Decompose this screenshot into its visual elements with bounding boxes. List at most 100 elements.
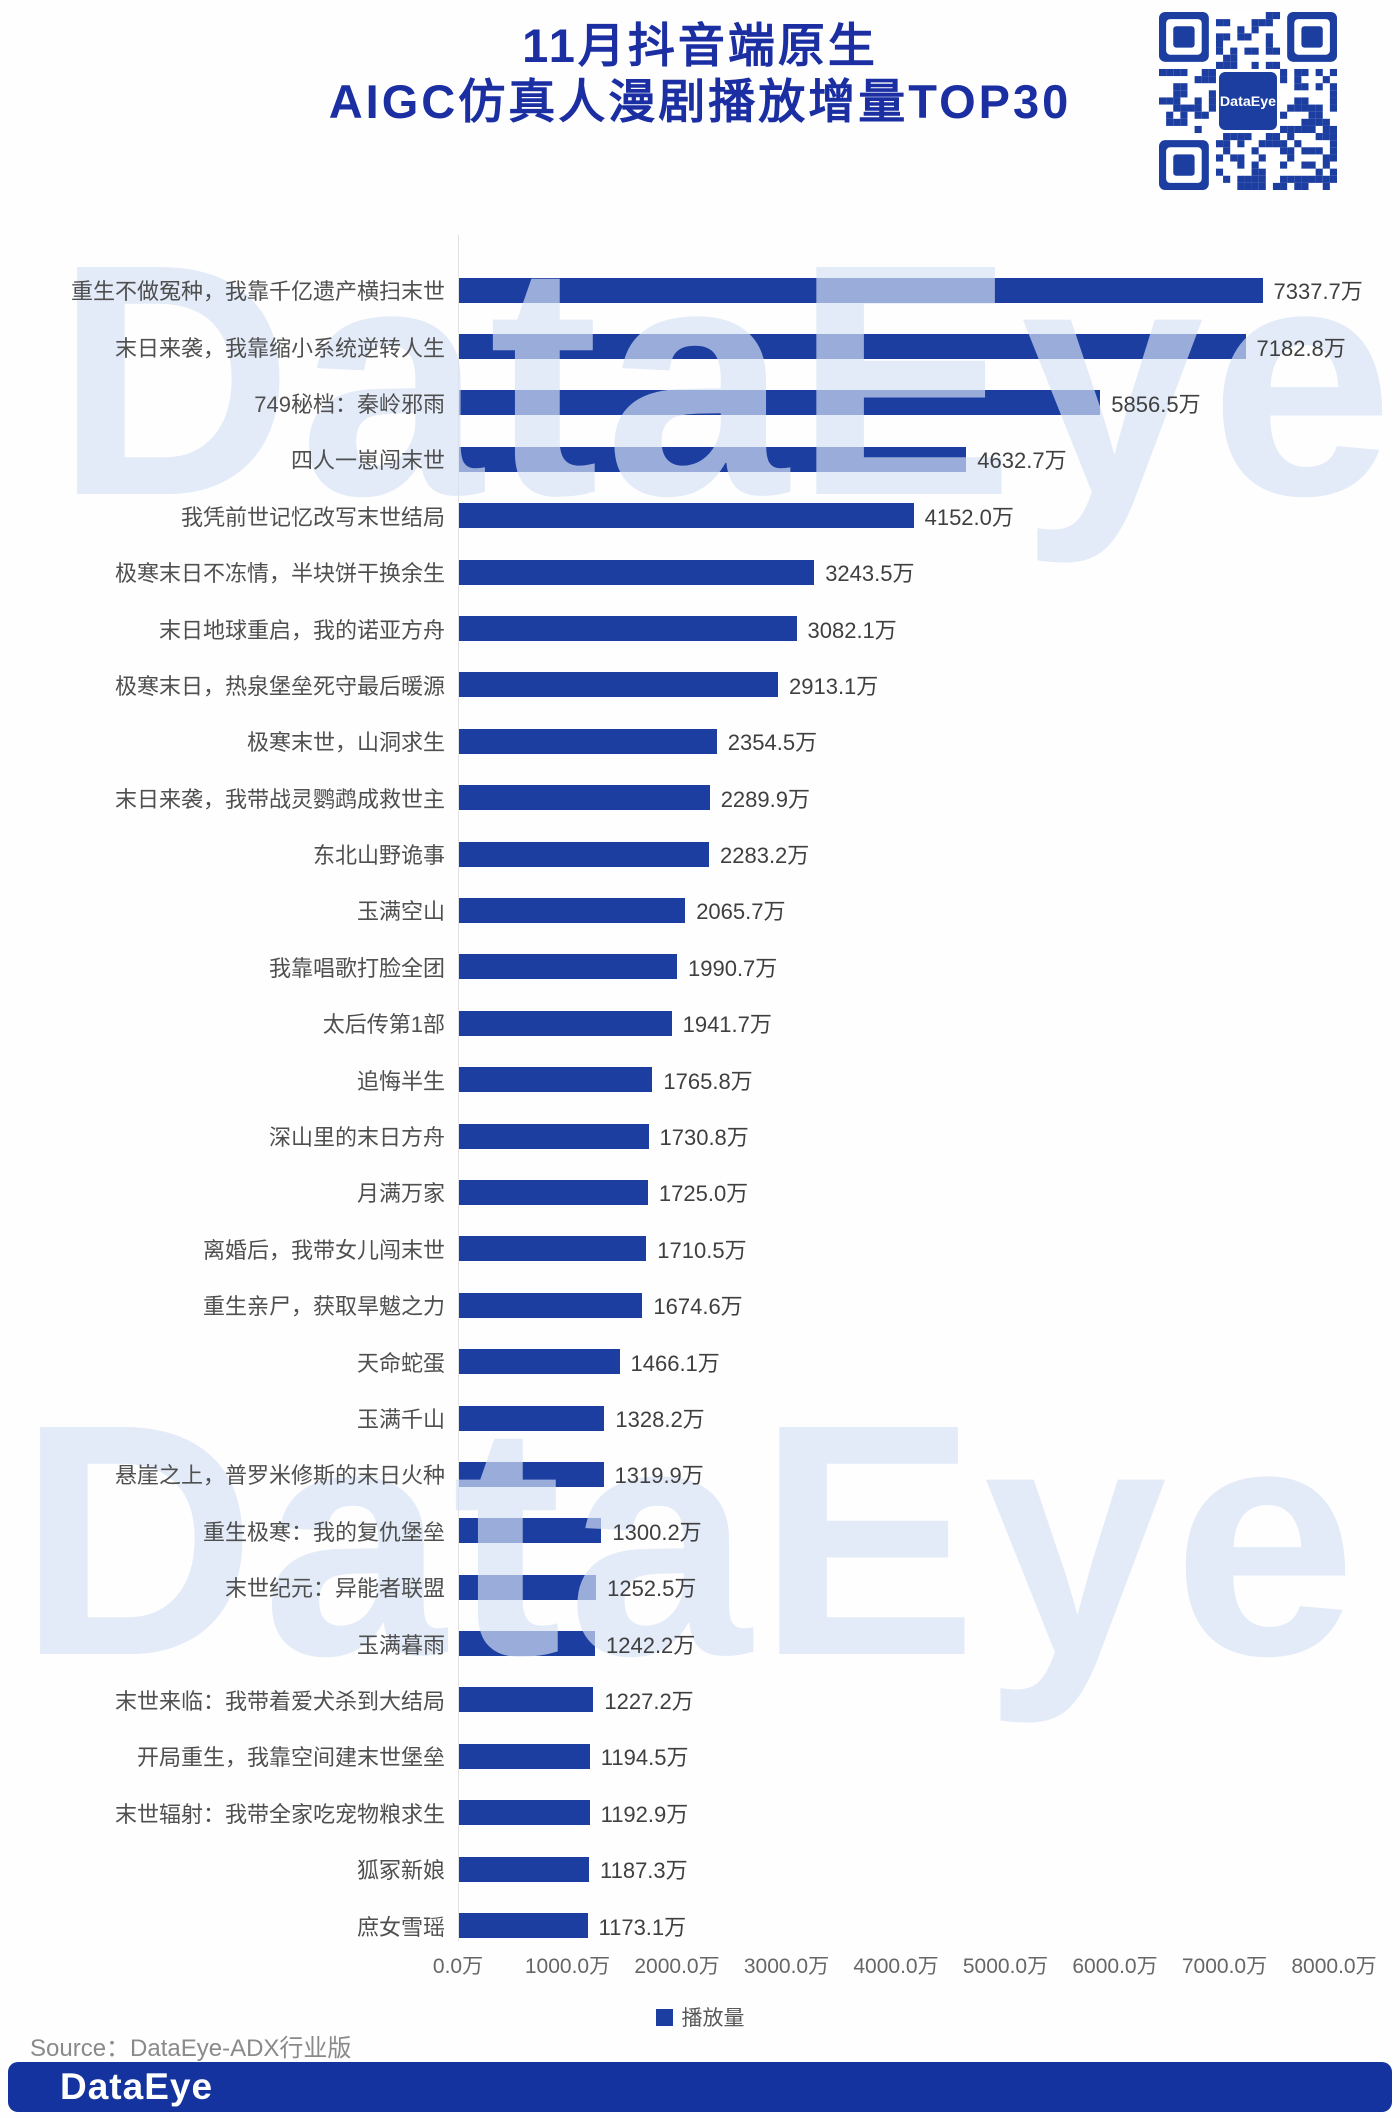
bar xyxy=(459,1067,653,1093)
bar-row: 玉满暮雨 1242.2万 xyxy=(0,1615,1400,1671)
bar-row: 深山里的末日方舟 1730.8万 xyxy=(0,1108,1400,1164)
bar xyxy=(459,1856,589,1882)
bar-track: 1173.1万 xyxy=(459,1897,1400,1953)
bar-row: 极寒末日不冻情，半块饼干换余生 3243.5万 xyxy=(0,544,1400,600)
category-label: 玉满暮雨 xyxy=(356,1632,445,1658)
x-axis-tick: 4000.0万 xyxy=(853,1955,939,1978)
bar xyxy=(459,334,1246,360)
value-label: 2065.7万 xyxy=(696,899,786,925)
bar-row: 东北山野诡事 2283.2万 xyxy=(0,826,1400,882)
value-label: 1730.8万 xyxy=(659,1125,749,1151)
category-label: 离婚后，我带女儿闯末世 xyxy=(202,1237,445,1263)
value-label: 3082.1万 xyxy=(807,617,897,643)
bar-row: 749秘档：秦岭邪雨 5856.5万 xyxy=(0,375,1400,431)
x-axis-tick: 8000.0万 xyxy=(1291,1955,1377,1978)
bar xyxy=(459,616,797,642)
category-label: 悬崖之上，普罗米修斯的末日火种 xyxy=(114,1463,445,1489)
value-label: 7182.8万 xyxy=(1256,335,1346,361)
bar-row: 狐冢新娘 1187.3万 xyxy=(0,1841,1400,1897)
x-axis-tick: 7000.0万 xyxy=(1181,1955,1268,1978)
bar-track: 2913.1万 xyxy=(459,657,1400,713)
bar-track: 1990.7万 xyxy=(459,939,1400,995)
bar-row: 我靠唱歌打脸全团 1990.7万 xyxy=(0,939,1400,995)
value-label: 1187.3万 xyxy=(600,1858,688,1884)
value-label: 7337.7万 xyxy=(1273,279,1363,305)
bar-track: 5856.5万 xyxy=(459,375,1400,431)
bar-track: 3243.5万 xyxy=(459,544,1400,600)
bar-track: 7337.7万 xyxy=(459,262,1400,318)
bar-track: 1192.9万 xyxy=(459,1785,1400,1841)
value-label: 1941.7万 xyxy=(682,1012,772,1038)
bar-row: 月满万家 1725.0万 xyxy=(0,1164,1400,1220)
bar-row: 追悔半生 1765.8万 xyxy=(0,1051,1400,1107)
bar xyxy=(459,897,686,923)
bar xyxy=(459,841,709,867)
category-label: 重生不做冤种，我靠千亿遗产横扫末世 xyxy=(70,279,445,305)
bar-row: 四人一崽闯末世 4632.7万 xyxy=(0,431,1400,487)
value-label: 1674.6万 xyxy=(653,1294,743,1320)
value-label: 4632.7万 xyxy=(977,448,1067,474)
bar-track: 4632.7万 xyxy=(459,431,1400,487)
value-label: 2354.5万 xyxy=(727,730,818,756)
value-label: 4152.0万 xyxy=(924,504,1014,530)
category-label: 玉满空山 xyxy=(356,899,445,925)
bar xyxy=(459,1574,597,1600)
value-label: 1173.1万 xyxy=(598,1914,687,1940)
bar-row: 极寒末日，热泉堡垒死守最后暖源 2913.1万 xyxy=(0,657,1400,713)
bar xyxy=(459,1631,595,1657)
bar-row: 重生极寒：我的复仇堡垒 1300.2万 xyxy=(0,1503,1400,1559)
bar xyxy=(459,1179,648,1205)
category-label: 749秘档：秦岭邪雨 xyxy=(254,391,445,417)
bar-track: 4152.0万 xyxy=(459,488,1400,544)
bar-track: 1252.5万 xyxy=(459,1559,1400,1615)
category-label: 天命蛇蛋 xyxy=(356,1350,445,1376)
category-label: 月满万家 xyxy=(356,1181,445,1207)
bar-track: 1242.2万 xyxy=(459,1615,1400,1671)
value-label: 1765.8万 xyxy=(663,1068,753,1094)
chart-legend: 播放量 xyxy=(0,2002,1400,2032)
bar-track: 1328.2万 xyxy=(459,1390,1400,1446)
bar xyxy=(459,785,710,811)
value-label: 2283.2万 xyxy=(720,843,810,869)
value-label: 2289.9万 xyxy=(720,786,810,812)
category-label: 我凭前世记忆改写末世结局 xyxy=(180,504,445,530)
x-axis-tick: 1000.0万 xyxy=(524,1955,611,1978)
bar-row: 庶女雪瑶 1173.1万 xyxy=(0,1897,1400,1953)
source-attribution: Source：DataEye-ADX行业版 xyxy=(30,2035,352,2062)
page-title: 11月抖音端原生 AIGC仿真人漫剧播放增量TOP30 xyxy=(0,18,1400,131)
bar-row: 太后传第1部 1941.7万 xyxy=(0,995,1400,1051)
value-label: 1194.5万 xyxy=(600,1745,689,1771)
value-label: 1227.2万 xyxy=(604,1688,694,1714)
value-label: 1466.1万 xyxy=(630,1350,720,1376)
category-label: 东北山野诡事 xyxy=(312,843,445,869)
category-label: 末世纪元：异能者联盟 xyxy=(224,1576,445,1602)
x-axis: 0.0万 1000.0万 2000.0万 3000.0万 4000.0万 5000.0万 6… xyxy=(0,1950,1400,1978)
bar xyxy=(459,559,815,585)
bar-track: 1466.1万 xyxy=(459,1333,1400,1389)
value-label: 1328.2万 xyxy=(615,1407,705,1432)
category-label: 重生极寒：我的复仇堡垒 xyxy=(202,1519,445,1545)
bar-row: 末世纪元：异能者联盟 1252.5万 xyxy=(0,1559,1400,1615)
category-label: 深山里的末日方舟 xyxy=(268,1125,445,1151)
category-label: 极寒末日，热泉堡垒死守最后暖源 xyxy=(114,673,445,699)
category-label: 极寒末日不冻情，半块饼干换余生 xyxy=(114,561,445,587)
legend-label: 播放量 xyxy=(681,2007,745,2030)
bar-track: 1300.2万 xyxy=(459,1503,1400,1559)
bar-track: 1319.9万 xyxy=(459,1446,1400,1502)
bar xyxy=(459,728,717,754)
bar-row: 天命蛇蛋 1466.1万 xyxy=(0,1333,1400,1389)
bar-row: 玉满千山 1328.2万 xyxy=(0,1390,1400,1446)
value-label: 3243.5万 xyxy=(825,561,915,587)
value-label: 5856.5万 xyxy=(1111,391,1201,417)
category-label: 玉满千山 xyxy=(356,1407,445,1432)
bar-track: 1730.8万 xyxy=(459,1108,1400,1164)
bar xyxy=(459,1743,590,1769)
value-label: 1319.9万 xyxy=(614,1463,704,1489)
footer-bar: DataEye xyxy=(8,2062,1392,2112)
bar-track: 1725.0万 xyxy=(459,1164,1400,1220)
bar xyxy=(459,954,677,980)
qr-code: DataEye xyxy=(1158,12,1338,190)
bar-row: 末世辐射：我带全家吃宠物粮求生 1192.9万 xyxy=(0,1785,1400,1841)
bar xyxy=(459,1236,647,1262)
